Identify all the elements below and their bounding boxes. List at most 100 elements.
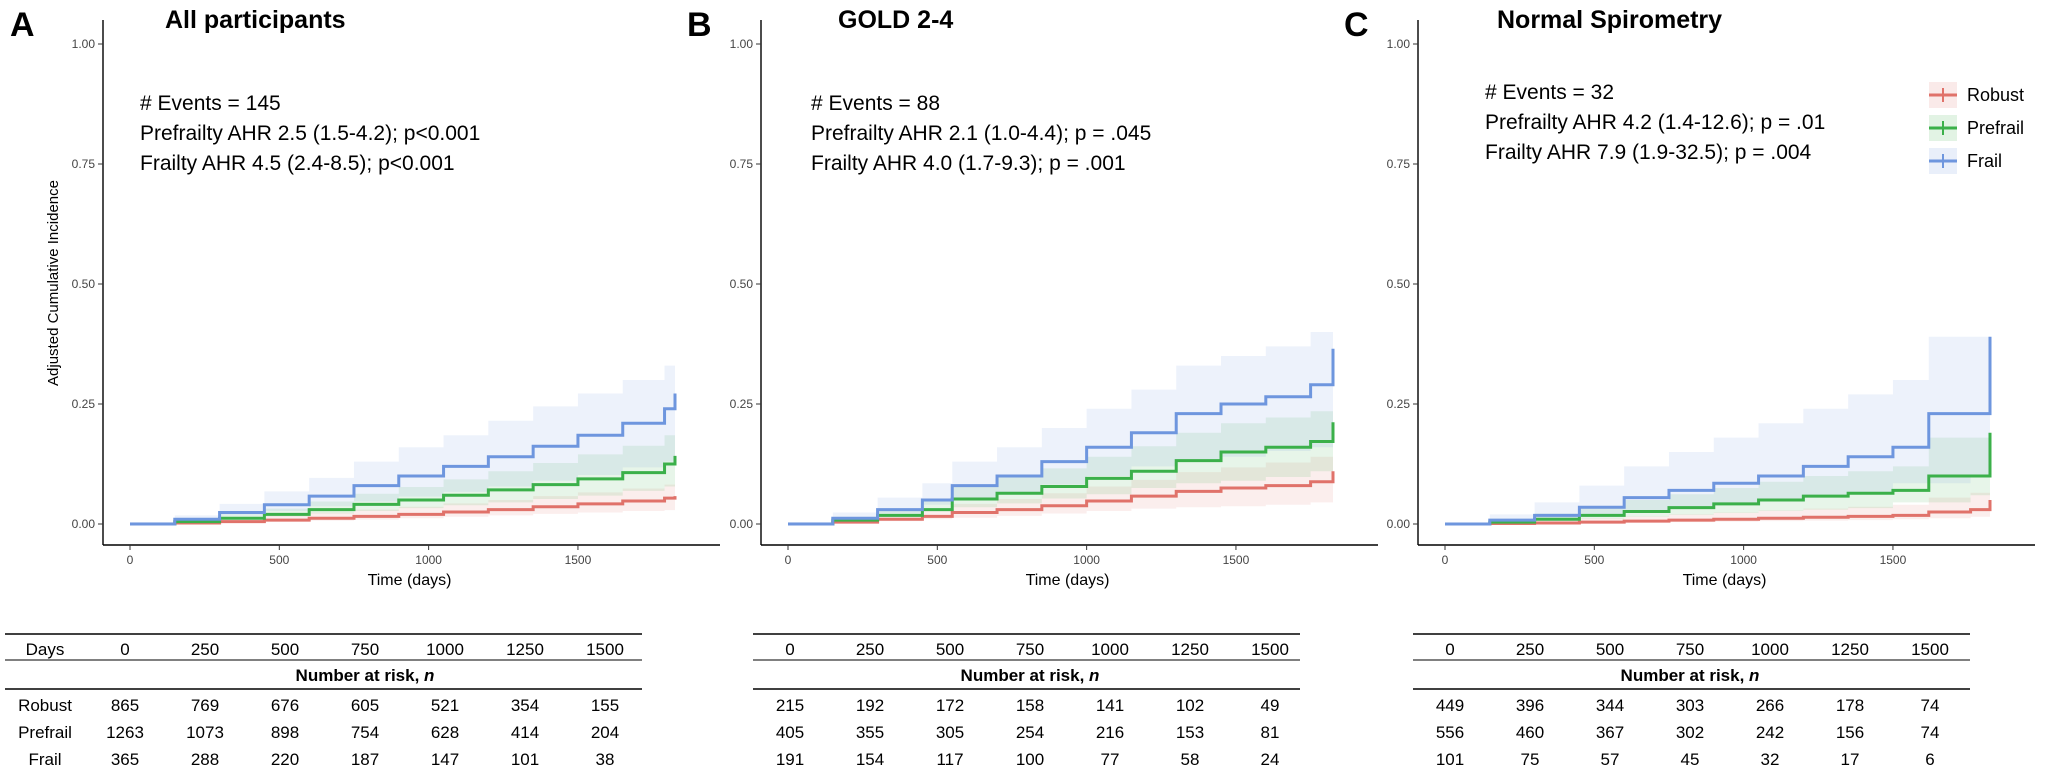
risk-table: 0 250 500 750 1000 1250 1500 Number at risk, n 4…: [1413, 633, 1970, 769]
y-tick-label: 0.75: [730, 157, 754, 171]
x-tick-label: 500: [927, 553, 947, 567]
risk-cell: 305: [936, 723, 964, 742]
risk-cell: 242: [1756, 723, 1784, 742]
risk-cell: 414: [511, 723, 539, 742]
day-header: 750: [1676, 640, 1704, 659]
risk-cell: 1073: [186, 723, 224, 742]
risk-cell: 220: [271, 750, 299, 769]
risk-cell: 556: [1436, 723, 1464, 742]
x-tick-label: 1500: [1223, 553, 1250, 567]
panel-title: All participants: [165, 6, 346, 34]
risk-cell: 396: [1516, 696, 1544, 715]
panel-letter: C: [1344, 6, 1369, 44]
y-tick-label: 0.50: [72, 277, 96, 291]
ci-band-frail: [1445, 336, 1990, 524]
y-tick-label: 0.75: [1387, 157, 1411, 171]
annotation-text: Prefrailty AHR 4.2 (1.4-12.6); p = .01: [1485, 111, 1825, 134]
day-header: 1500: [586, 640, 624, 659]
day-header: 500: [936, 640, 964, 659]
risk-cell: 158: [1016, 696, 1044, 715]
risk-cell: 266: [1756, 696, 1784, 715]
risk-cell: 141: [1096, 696, 1124, 715]
risk-cell: 605: [351, 696, 379, 715]
risk-cell: 628: [431, 723, 459, 742]
x-axis-label: Time (days): [368, 572, 452, 589]
day-header: 1250: [1831, 640, 1869, 659]
risk-header-text: Number at risk,: [296, 666, 425, 685]
risk-cell: 204: [591, 723, 619, 742]
risk-table-header: Number at risk, n: [961, 666, 1100, 685]
annotation-text: # Events = 145: [140, 92, 281, 115]
ci-band-robust: [130, 481, 675, 524]
annotation-text: # Events = 32: [1485, 81, 1614, 104]
x-tick-label: 1000: [1730, 553, 1757, 567]
legend-label-robust: Robust: [1967, 85, 2024, 105]
legend-label-frail: Frail: [1967, 151, 2002, 171]
risk-cell: 117: [936, 750, 963, 769]
day-header: 1500: [1251, 640, 1289, 659]
x-tick-label: 1000: [415, 553, 442, 567]
risk-cell: 81: [1261, 723, 1280, 742]
x-tick-label: 0: [1442, 553, 1449, 567]
risk-header-n: n: [424, 666, 434, 685]
risk-cell: 302: [1676, 723, 1704, 742]
risk-cell: 365: [111, 750, 139, 769]
risk-cell: 367: [1596, 723, 1624, 742]
risk-table: 0 250 500 750 1000 1250 1500 Number at risk, n 2…: [753, 633, 1300, 769]
series-line-frail: [788, 348, 1335, 526]
risk-cell: 102: [1176, 696, 1204, 715]
ci-band-robust: [1445, 485, 1990, 524]
row-label-robust: Robust: [18, 696, 72, 715]
panel-c: C Normal Spirometry 0.00 0.25 0.50 0.75 1.00 0 5…: [1344, 6, 2035, 769]
annotation-text: Prefrailty AHR 2.5 (1.5-4.2); p<0.001: [140, 122, 480, 145]
risk-cell: 156: [1836, 723, 1864, 742]
risk-cell: 147: [431, 750, 459, 769]
series-line-robust: [130, 496, 677, 526]
y-tick-label: 0.25: [730, 397, 754, 411]
day-header: 1000: [426, 640, 464, 659]
risk-cell: 49: [1261, 696, 1280, 715]
risk-cell: 344: [1596, 696, 1624, 715]
x-tick-label: 0: [127, 553, 134, 567]
risk-cell: 57: [1601, 750, 1620, 769]
risk-cell: 216: [1096, 723, 1124, 742]
ci-band-prefrail: [130, 428, 675, 524]
y-tick-label: 1.00: [72, 37, 96, 51]
risk-cell: 178: [1836, 696, 1864, 715]
x-tick-label: 500: [269, 553, 289, 567]
risk-cell: 24: [1261, 750, 1280, 769]
y-tick-label: 0.25: [72, 397, 96, 411]
x-tick-label: 1500: [565, 553, 592, 567]
ci-band-prefrail: [788, 396, 1333, 524]
day-header: 1000: [1091, 640, 1129, 659]
y-tick-label: 1.00: [1387, 37, 1411, 51]
x-tick-label: 1000: [1073, 553, 1100, 567]
risk-cell: 101: [511, 750, 539, 769]
risk-cell: 77: [1101, 750, 1120, 769]
day-header: 1000: [1751, 640, 1789, 659]
series-line-robust: [788, 471, 1335, 526]
risk-cell: 172: [936, 696, 964, 715]
risk-table: Days 0 250 500 750 1000 1250 1500 Number at risk…: [5, 633, 642, 769]
risk-cell: 898: [271, 723, 299, 742]
risk-cell: 155: [591, 696, 619, 715]
day-header: 1250: [1171, 640, 1209, 659]
x-tick-label: 0: [785, 553, 792, 567]
risk-cell: 58: [1181, 750, 1200, 769]
risk-cell: 100: [1016, 750, 1044, 769]
day-header: 1250: [506, 640, 544, 659]
risk-cell: 460: [1516, 723, 1544, 742]
risk-cell: 676: [271, 696, 299, 715]
day-header: 250: [191, 640, 219, 659]
row-label-prefrail: Prefrail: [18, 723, 72, 742]
risk-header-text: Number at risk,: [961, 666, 1090, 685]
risk-cell: 75: [1521, 750, 1540, 769]
ci-band-robust: [788, 449, 1333, 524]
day-header: 0: [120, 640, 129, 659]
risk-cell: 405: [776, 723, 804, 742]
y-tick-label: 0.00: [72, 517, 96, 531]
risk-cell: 32: [1761, 750, 1780, 769]
annotation-text: # Events = 88: [811, 92, 940, 115]
day-header: 0: [785, 640, 794, 659]
